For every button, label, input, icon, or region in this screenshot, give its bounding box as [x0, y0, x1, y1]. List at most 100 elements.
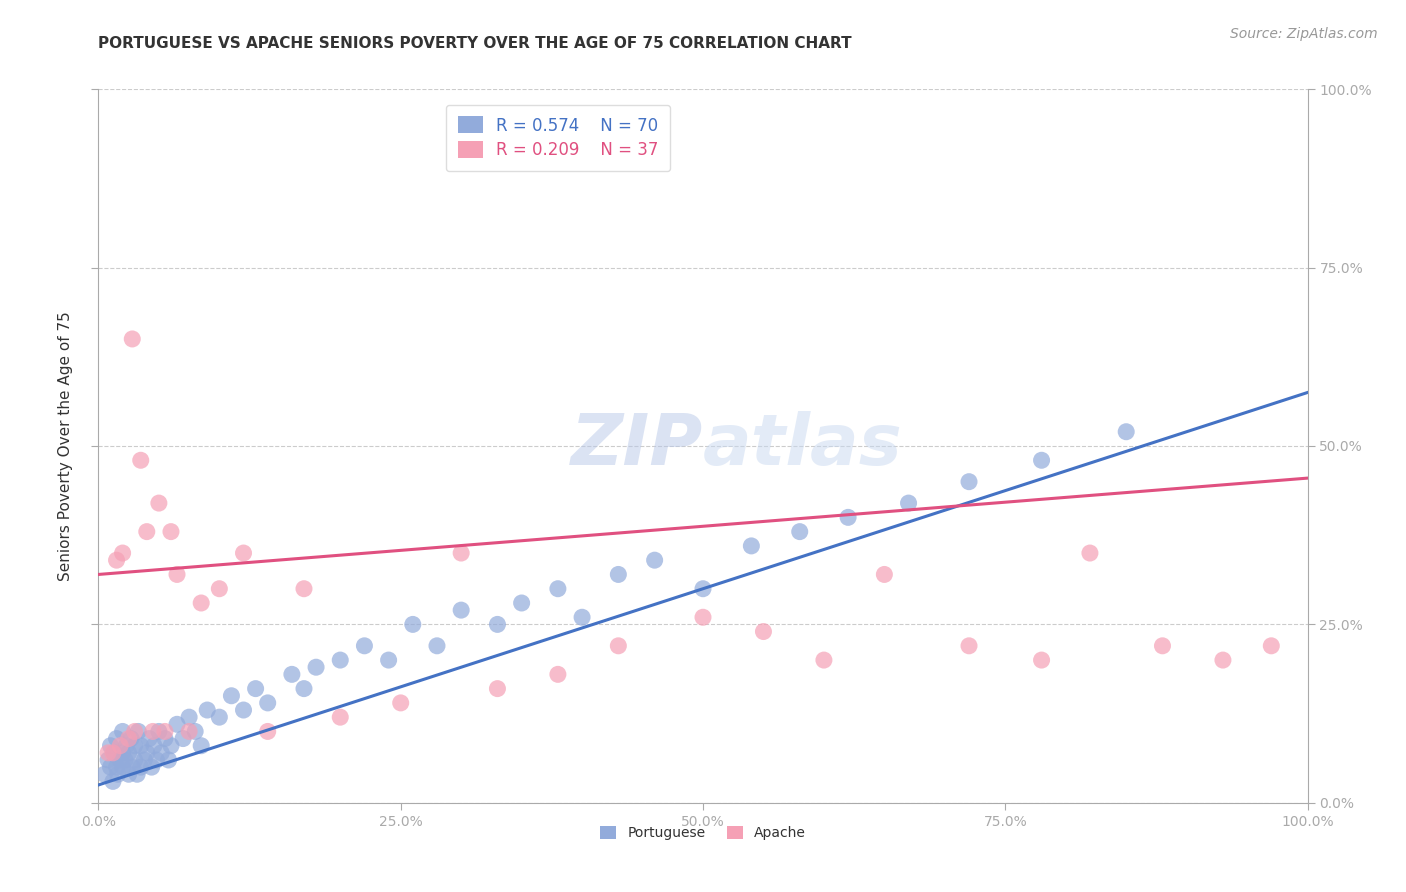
Apache — [450, 546, 472, 560]
Apache — [256, 724, 278, 739]
Portuguese — [692, 582, 714, 596]
Portuguese — [1031, 453, 1053, 467]
Apache — [547, 667, 569, 681]
Portuguese — [1115, 425, 1137, 439]
Apache — [121, 332, 143, 346]
Apache — [105, 553, 128, 567]
Portuguese — [118, 767, 141, 781]
Apache — [813, 653, 835, 667]
Text: PORTUGUESE VS APACHE SENIORS POVERTY OVER THE AGE OF 75 CORRELATION CHART: PORTUGUESE VS APACHE SENIORS POVERTY OVE… — [98, 36, 852, 51]
Portuguese — [740, 539, 762, 553]
Portuguese — [547, 582, 569, 596]
Apache — [692, 610, 714, 624]
Portuguese — [100, 760, 122, 774]
Portuguese — [150, 746, 173, 760]
Apache — [1212, 653, 1234, 667]
Portuguese — [190, 739, 212, 753]
Portuguese — [101, 774, 124, 789]
Apache — [607, 639, 630, 653]
Portuguese — [153, 731, 176, 746]
Portuguese — [184, 724, 207, 739]
Portuguese — [402, 617, 425, 632]
Portuguese — [141, 760, 163, 774]
Apache — [389, 696, 412, 710]
Apache — [148, 496, 170, 510]
Apache — [118, 731, 141, 746]
Portuguese — [129, 760, 152, 774]
Portuguese — [644, 553, 666, 567]
Apache — [108, 739, 131, 753]
Portuguese — [107, 767, 129, 781]
Portuguese — [127, 767, 149, 781]
Portuguese — [837, 510, 859, 524]
Portuguese — [127, 724, 149, 739]
Portuguese — [329, 653, 352, 667]
Portuguese — [124, 753, 146, 767]
Portuguese — [105, 731, 128, 746]
Apache — [1078, 546, 1101, 560]
Legend: Portuguese, Apache: Portuguese, Apache — [595, 821, 811, 846]
Portuguese — [166, 717, 188, 731]
Portuguese — [281, 667, 304, 681]
Apache — [873, 567, 896, 582]
Apache — [97, 746, 120, 760]
Portuguese — [115, 739, 138, 753]
Apache — [486, 681, 509, 696]
Portuguese — [353, 639, 375, 653]
Apache — [1152, 639, 1174, 653]
Portuguese — [510, 596, 533, 610]
Portuguese — [121, 760, 143, 774]
Portuguese — [195, 703, 218, 717]
Portuguese — [221, 689, 243, 703]
Portuguese — [143, 739, 166, 753]
Apache — [190, 596, 212, 610]
Portuguese — [105, 760, 128, 774]
Portuguese — [607, 567, 630, 582]
Portuguese — [789, 524, 811, 539]
Apache — [208, 582, 231, 596]
Portuguese — [111, 724, 134, 739]
Apache — [142, 724, 165, 739]
Portuguese — [97, 753, 120, 767]
Portuguese — [114, 753, 136, 767]
Portuguese — [100, 739, 122, 753]
Text: Source: ZipAtlas.com: Source: ZipAtlas.com — [1230, 27, 1378, 41]
Apache — [101, 746, 124, 760]
Portuguese — [138, 731, 160, 746]
Portuguese — [135, 746, 157, 760]
Text: ZIP: ZIP — [571, 411, 703, 481]
Portuguese — [93, 767, 115, 781]
Apache — [124, 724, 146, 739]
Portuguese — [957, 475, 980, 489]
Portuguese — [111, 746, 134, 760]
Portuguese — [129, 739, 152, 753]
Portuguese — [208, 710, 231, 724]
Portuguese — [426, 639, 449, 653]
Apache — [292, 582, 315, 596]
Apache — [111, 546, 134, 560]
Portuguese — [305, 660, 328, 674]
Apache — [166, 567, 188, 582]
Portuguese — [292, 681, 315, 696]
Portuguese — [571, 610, 593, 624]
Portuguese — [145, 753, 167, 767]
Apache — [179, 724, 201, 739]
Portuguese — [157, 753, 180, 767]
Apache — [129, 453, 152, 467]
Y-axis label: Seniors Poverty Over the Age of 75: Seniors Poverty Over the Age of 75 — [58, 311, 73, 581]
Apache — [329, 710, 352, 724]
Portuguese — [245, 681, 267, 696]
Portuguese — [118, 746, 141, 760]
Portuguese — [179, 710, 201, 724]
Portuguese — [108, 753, 131, 767]
Portuguese — [172, 731, 194, 746]
Portuguese — [232, 703, 254, 717]
Apache — [1260, 639, 1282, 653]
Portuguese — [134, 753, 156, 767]
Apache — [135, 524, 157, 539]
Apache — [232, 546, 254, 560]
Apache — [957, 639, 980, 653]
Portuguese — [124, 739, 146, 753]
Apache — [153, 724, 176, 739]
Portuguese — [111, 760, 134, 774]
